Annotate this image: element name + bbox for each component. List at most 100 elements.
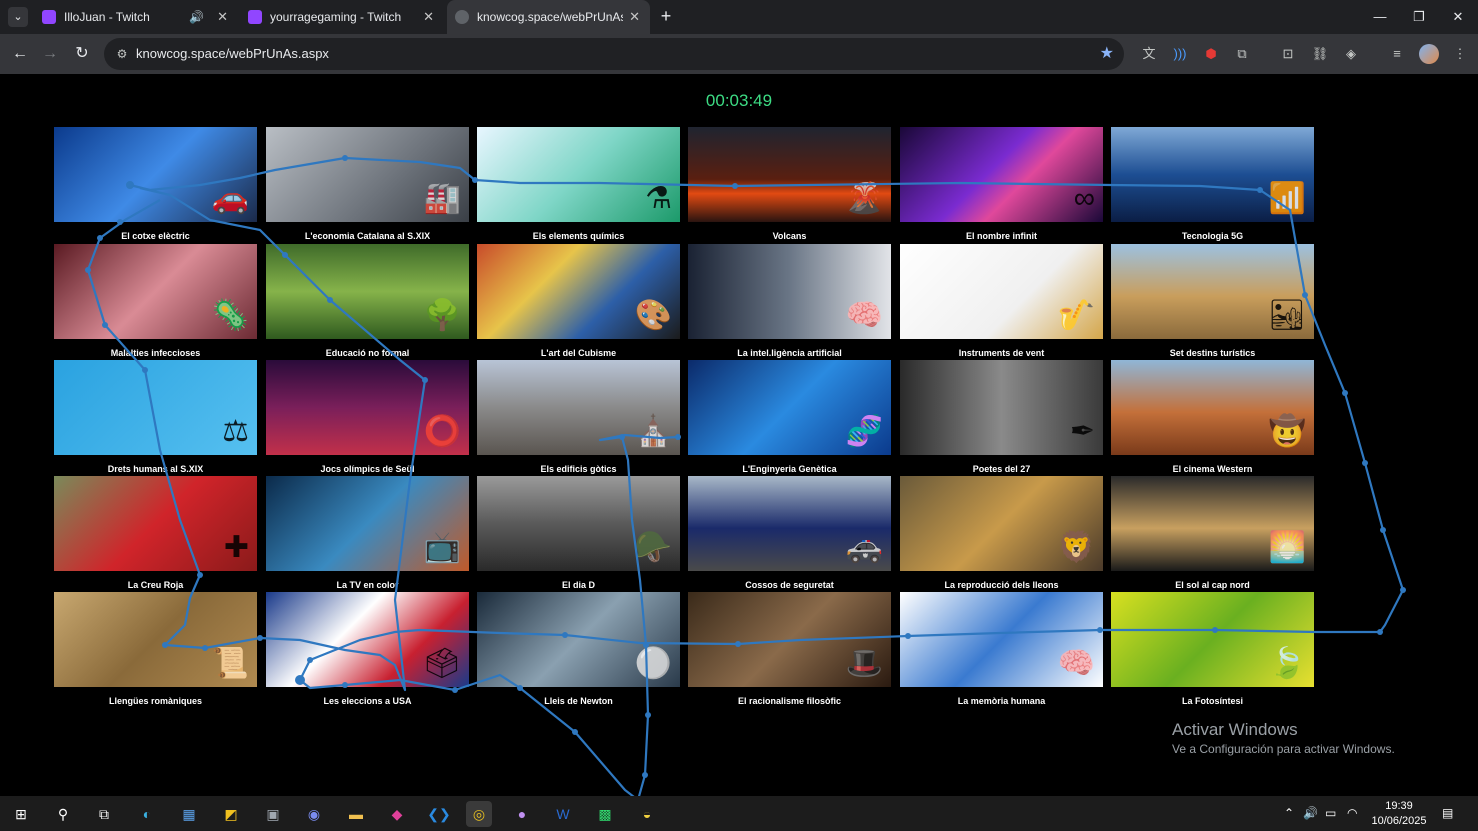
github-desktop-icon[interactable]: ● — [517, 806, 527, 822]
topic-thumbnail[interactable]: ⭕ — [266, 360, 469, 455]
topic-thumbnail[interactable]: ✒ — [900, 360, 1103, 455]
wifi-extension-icon[interactable]: ))) — [1173, 46, 1187, 61]
address-bar[interactable]: ⚙ knowcog.space/webPrUnAs.aspx ★ — [104, 38, 1124, 70]
bookmark-star-icon[interactable]: ★ — [1099, 45, 1114, 62]
topic-card[interactable]: 🏭 L'economia Catalana al S.XIX — [266, 127, 469, 241]
topic-thumbnail[interactable]: ⛪ — [477, 360, 680, 455]
topic-thumbnail[interactable]: 🤠 — [1111, 360, 1314, 455]
topic-card[interactable]: 🎩 El racionalisme filosòfic — [688, 592, 891, 706]
battery-icon[interactable]: ▭ — [1325, 806, 1337, 820]
windows-start-icon[interactable]: ⊞ — [15, 806, 27, 822]
topic-card[interactable]: 📺 La TV en color — [266, 476, 469, 590]
reload-button[interactable]: ↻ — [75, 45, 89, 62]
close-tab-icon[interactable]: ✕ — [629, 9, 640, 24]
topic-card[interactable]: 🎷 Instruments de vent — [900, 244, 1103, 358]
sticky-notes-icon[interactable]: ◩ — [224, 806, 238, 822]
incognito-icon[interactable]: ◈ — [1346, 46, 1356, 61]
topic-card[interactable]: ⭕ Jocs olímpics de Seül — [266, 360, 469, 474]
topic-thumbnail[interactable]: 🚓 — [688, 476, 891, 571]
tab-knowcog[interactable]: knowcog.space/webPrUnAs.aspx ✕ — [447, 0, 650, 34]
topic-card[interactable]: 🦁 La reproducció dels lleons — [900, 476, 1103, 590]
topic-card[interactable]: 🌋 Volcans — [688, 127, 891, 241]
topic-thumbnail[interactable]: 📶 — [1111, 127, 1314, 222]
task-view-icon[interactable]: ⧉ — [99, 806, 109, 822]
url-text[interactable]: knowcog.space/webPrUnAs.aspx — [136, 46, 329, 61]
topic-card[interactable]: 🍃 La Fotosíntesi — [1111, 592, 1314, 706]
topic-thumbnail[interactable]: 🪖 — [477, 476, 680, 571]
wifi-icon[interactable]: ◠ — [1347, 806, 1358, 820]
topic-card[interactable]: ✚ La Creu Roja — [54, 476, 257, 590]
search-icon[interactable]: ⚲ — [57, 806, 69, 822]
topic-thumbnail[interactable]: 🎨 — [477, 244, 680, 339]
menu-kebab-icon[interactable]: ⋮ — [1453, 46, 1467, 61]
topic-card[interactable]: 🧠 La memòria humana — [900, 592, 1103, 706]
ublock-icon[interactable]: ⬢ — [1205, 46, 1217, 61]
minimize-button[interactable]: — — [1373, 9, 1387, 24]
back-button[interactable]: ← — [12, 45, 28, 62]
topic-card[interactable]: 🎨 L'art del Cubisme — [477, 244, 680, 358]
topic-thumbnail[interactable]: ⚖ — [54, 360, 257, 455]
speaker-icon[interactable]: 🔊 — [189, 10, 204, 24]
file-explorer-icon[interactable]: ▬ — [349, 806, 363, 822]
topic-card[interactable]: 🤠 El cinema Western — [1111, 360, 1314, 474]
python-icon[interactable]: ◒ — [642, 806, 652, 822]
close-window-button[interactable]: ✕ — [1452, 9, 1464, 24]
edge-icon[interactable]: ◐ — [142, 806, 152, 822]
topic-card[interactable]: 🌳 Educació no formal — [266, 244, 469, 358]
translate-icon[interactable]: 文 — [1142, 46, 1156, 61]
topic-thumbnail[interactable]: 🦠 — [54, 244, 257, 339]
topic-thumbnail[interactable]: 🏜 — [1111, 244, 1314, 339]
topic-thumbnail[interactable]: 🧠 — [900, 592, 1103, 687]
topic-card[interactable]: 🏜 Set destins turístics — [1111, 244, 1314, 358]
topic-card[interactable]: 🦠 Malalties infeccioses — [54, 244, 257, 358]
pycharm-icon[interactable]: ▩ — [598, 806, 612, 822]
site-info-icon[interactable]: ⚙ — [116, 47, 128, 61]
topic-thumbnail[interactable]: 🏭 — [266, 127, 469, 222]
topic-card[interactable]: 🪖 El dia D — [477, 476, 680, 590]
topic-thumbnail[interactable]: 🍃 — [1111, 592, 1314, 687]
restore-button[interactable]: ❐ — [1413, 9, 1425, 24]
topic-card[interactable]: ⚖ Drets humans al S.XIX — [54, 360, 257, 474]
screenshot-icon[interactable]: ⊡ — [1282, 46, 1294, 61]
topic-thumbnail[interactable]: ⚗ — [477, 127, 680, 222]
topic-thumbnail[interactable]: ∞ — [900, 127, 1103, 222]
topic-thumbnail[interactable]: 🧬 — [688, 360, 891, 455]
topic-card[interactable]: 🧬 L'Enginyeria Genètica — [688, 360, 891, 474]
reading-list-icon[interactable]: ≡ — [1393, 46, 1401, 61]
forward-button[interactable]: → — [42, 45, 58, 62]
store-icon[interactable]: ▦ — [182, 806, 196, 822]
topic-thumbnail[interactable]: ✚ — [54, 476, 257, 571]
topic-thumbnail[interactable]: 📜 — [54, 592, 257, 687]
topic-thumbnail[interactable]: 🧠 — [688, 244, 891, 339]
topic-card[interactable]: 🚓 Cossos de seguretat — [688, 476, 891, 590]
new-tab-button[interactable]: + — [660, 6, 672, 26]
profile-avatar[interactable] — [1419, 44, 1439, 64]
topic-thumbnail[interactable]: 🌋 — [688, 127, 891, 222]
close-tab-icon[interactable]: ✕ — [423, 9, 434, 24]
topic-thumbnail[interactable]: 🎩 — [688, 592, 891, 687]
tab-search-button[interactable]: ⌄ — [8, 7, 28, 27]
taskbar-clock[interactable]: 19:39 10/06/2025 — [1364, 799, 1434, 829]
network-drive-icon[interactable]: ▣ — [266, 806, 280, 822]
topic-thumbnail[interactable]: 🦁 — [900, 476, 1103, 571]
discord-icon[interactable]: ◉ — [307, 806, 321, 822]
topic-card[interactable]: 🌅 El sol al cap nord — [1111, 476, 1314, 590]
topic-card[interactable]: ⚗ Els elements químics — [477, 127, 680, 241]
close-tab-icon[interactable]: ✕ — [217, 9, 228, 24]
word-icon[interactable]: W — [556, 806, 570, 822]
jetbrains-icon[interactable]: ◆ — [391, 806, 403, 822]
notifications-icon[interactable]: ▤ — [1442, 806, 1454, 820]
topic-thumbnail[interactable]: 🌅 — [1111, 476, 1314, 571]
topic-thumbnail[interactable]: 🌳 — [266, 244, 469, 339]
topic-card[interactable]: 🧠 La intel.ligència artificial — [688, 244, 891, 358]
tray-chevron-icon[interactable]: ⌃ — [1284, 806, 1295, 820]
topic-card[interactable]: ∞ El nombre infinit — [900, 127, 1103, 241]
vscode-icon[interactable]: ❮❯ — [427, 806, 451, 822]
topic-card[interactable]: 📶 Tecnologia 5G — [1111, 127, 1314, 241]
tab-illojuan[interactable]: IlloJuan - Twitch 🔊 ✕ — [34, 0, 238, 34]
topic-card[interactable]: ✒ Poetes del 27 — [900, 360, 1103, 474]
topic-thumbnail[interactable]: 📺 — [266, 476, 469, 571]
volume-icon[interactable]: 🔊 — [1303, 806, 1318, 820]
topic-card[interactable]: ⛪ Els edificis gòtics — [477, 360, 680, 474]
chrome-icon[interactable]: ◎ — [466, 801, 492, 827]
